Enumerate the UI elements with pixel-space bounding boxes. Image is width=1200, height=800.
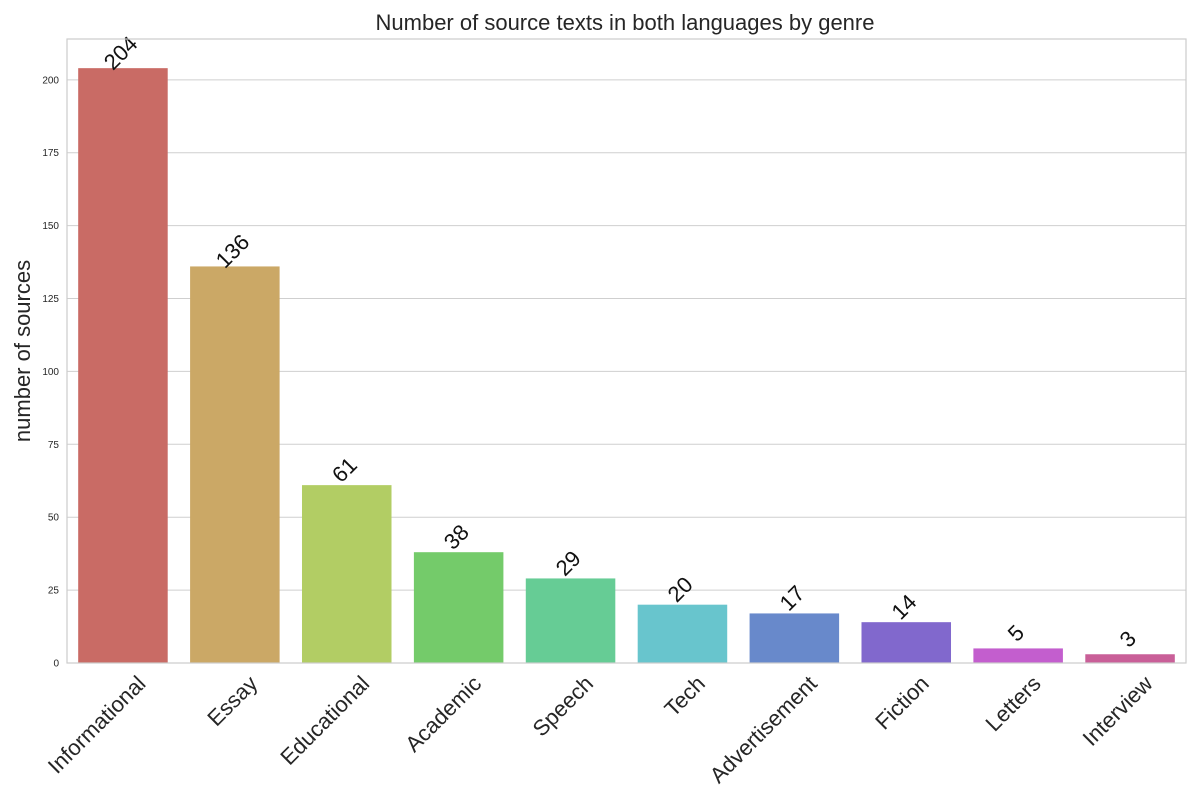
y-tick-label: 175 — [42, 148, 59, 159]
x-tick-label: Educational — [275, 671, 374, 770]
bar — [301, 485, 392, 663]
data-label: 5 — [1003, 620, 1029, 646]
chart-title: Number of source texts in both languages… — [376, 10, 875, 35]
x-axis-ticks: Informational Essay Educational Academic Spe… — [43, 671, 1158, 788]
y-axis-ticks: 0 25 50 75 100 125 150 175 200 — [42, 75, 59, 669]
x-tick-label: Informational — [43, 671, 151, 779]
x-tick-label: Essay — [202, 671, 262, 731]
y-tick-label: 50 — [48, 513, 60, 524]
bar — [749, 613, 840, 663]
plot-frame — [66, 38, 1187, 664]
x-tick-label: Advertisement — [705, 671, 822, 788]
data-label: 204 — [99, 31, 143, 75]
x-tick-label: Interview — [1078, 671, 1158, 751]
bars — [78, 68, 1175, 664]
bar — [637, 604, 728, 663]
y-tick-label: 100 — [42, 367, 59, 378]
bar — [1085, 654, 1175, 663]
data-label: 3 — [1115, 626, 1141, 652]
data-label: 38 — [439, 519, 474, 554]
bar — [78, 68, 168, 664]
data-label: 20 — [663, 572, 698, 607]
bar — [861, 622, 952, 663]
x-tick-label: Academic — [400, 671, 486, 757]
data-label: 14 — [886, 589, 921, 624]
y-tick-label: 200 — [42, 75, 59, 86]
y-tick-label: 75 — [48, 440, 60, 451]
x-tick-label: Tech — [659, 671, 710, 722]
x-tick-label: Letters — [980, 671, 1045, 736]
data-label: 61 — [327, 452, 362, 487]
x-tick-label: Speech — [528, 671, 598, 741]
data-label: 136 — [211, 229, 255, 273]
y-tick-label: 25 — [48, 586, 60, 597]
y-tick-label: 0 — [53, 659, 59, 670]
data-label: 17 — [775, 581, 810, 616]
bar — [190, 266, 280, 663]
bar — [525, 578, 616, 663]
data-label: 29 — [551, 546, 586, 581]
bar — [413, 552, 504, 663]
bar — [973, 648, 1063, 663]
y-tick-label: 125 — [42, 294, 59, 305]
y-tick-label: 150 — [42, 221, 59, 232]
x-tick-label: Fiction — [870, 671, 933, 734]
y-axis-label: number of sources — [10, 260, 35, 442]
